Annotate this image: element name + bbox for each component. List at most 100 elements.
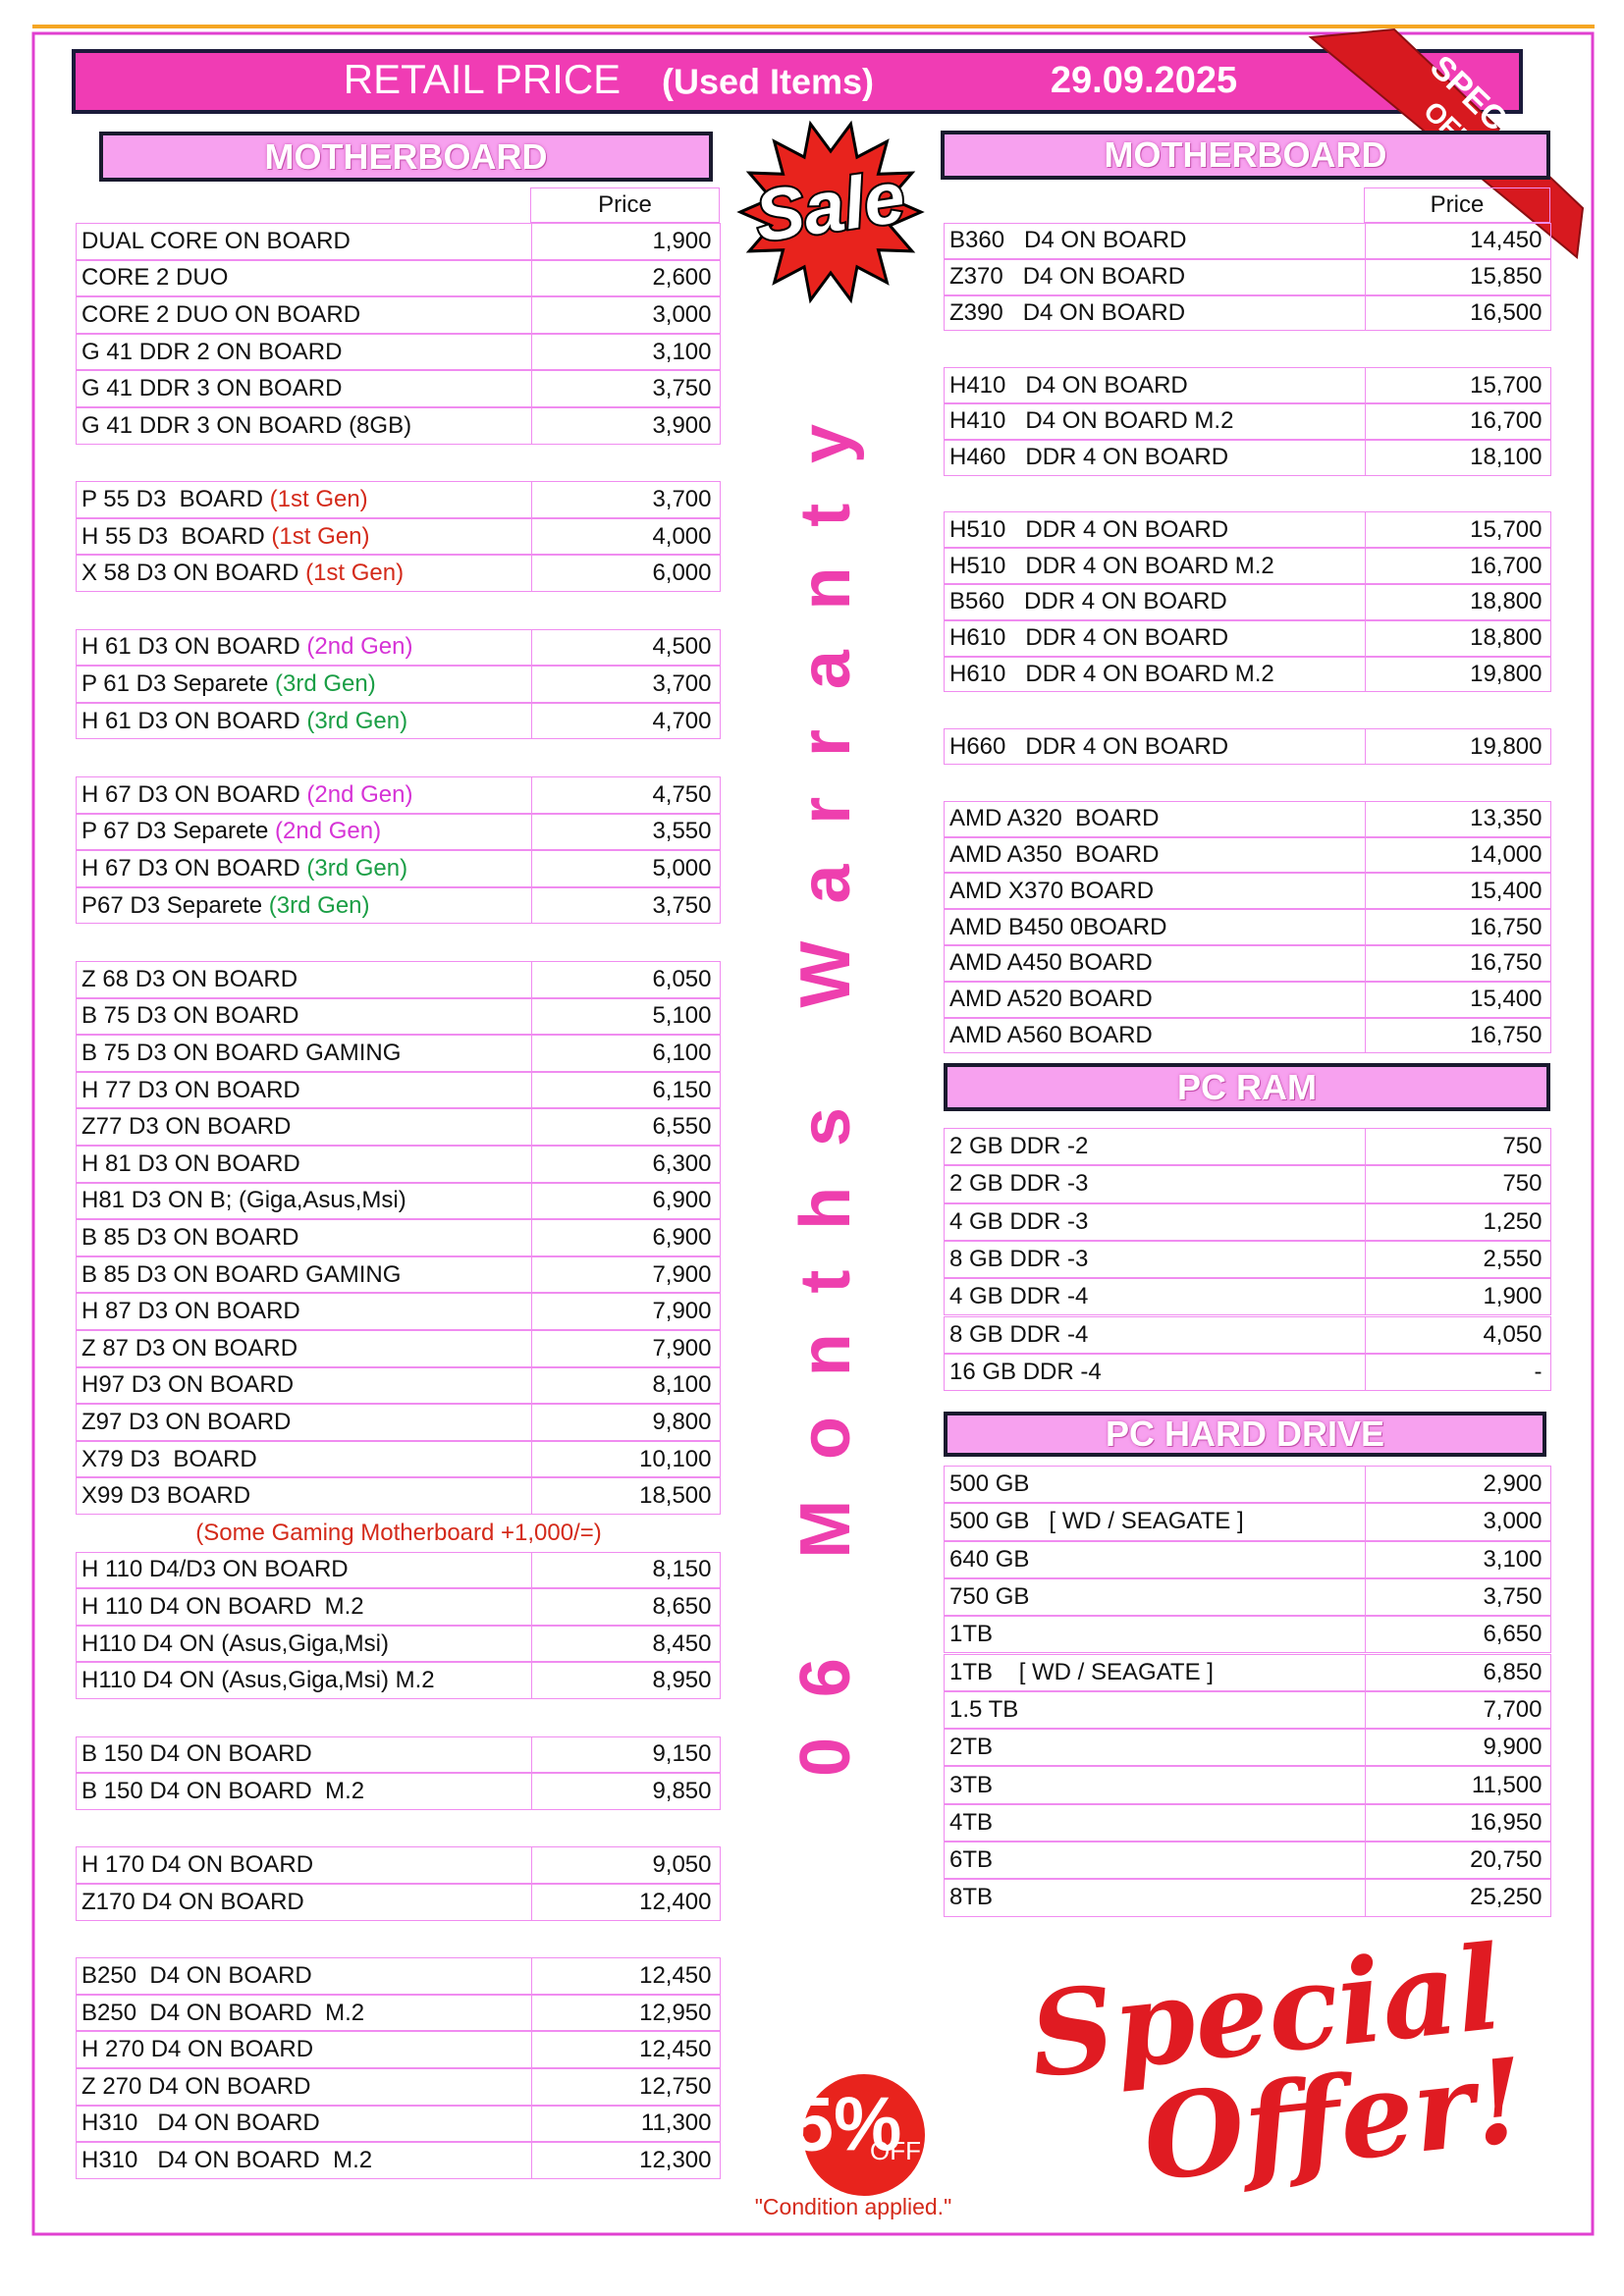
item-name: H 67 D3 ON BOARD (3rd Gen) xyxy=(76,850,532,887)
item-label: X 58 D3 ON BOARD xyxy=(81,560,306,587)
item-label: B 150 D4 ON BOARD M.2 xyxy=(81,1777,365,1804)
item-label: 6TB xyxy=(949,1846,994,1874)
price-row: H 77 D3 ON BOARD 6,150 xyxy=(76,1071,721,1109)
item-price: 10,100 xyxy=(530,1440,721,1478)
item-label: CORE 2 DUO xyxy=(81,264,229,292)
price-row: 1TB [ WD / SEAGATE ] 6,850 xyxy=(944,1653,1551,1691)
item-label: P67 D3 Separete xyxy=(81,891,269,919)
item-name: X99 D3 BOARD xyxy=(76,1477,532,1515)
item-name: DUAL CORE ON BOARD xyxy=(76,223,532,260)
item-price: 2,550 xyxy=(1364,1240,1551,1279)
item-label: Z170 D4 ON BOARD xyxy=(81,1888,304,1915)
item-label: H410 D4 ON BOARD xyxy=(949,371,1188,399)
item-price: 8,650 xyxy=(530,1588,721,1626)
item-price: 7,900 xyxy=(530,1293,721,1330)
item-label: H 110 D4 ON BOARD M.2 xyxy=(81,1592,364,1620)
price-row: 4TB 16,950 xyxy=(944,1803,1551,1842)
price-row: 8 GB DDR -3 2,550 xyxy=(944,1240,1551,1279)
item-name: 2 GB DDR -3 xyxy=(944,1165,1366,1203)
item-name: 750 GB xyxy=(944,1577,1366,1617)
item-price: 6,150 xyxy=(530,1071,721,1109)
price-row: H610 DDR 4 ON BOARD 18,800 xyxy=(944,619,1551,657)
item-label: 2 GB DDR -2 xyxy=(949,1133,1089,1160)
item-name: B250 D4 ON BOARD M.2 xyxy=(76,1994,532,2032)
item-price: 14,000 xyxy=(1364,836,1551,874)
item-name: Z390 D4 ON BOARD xyxy=(944,294,1366,332)
item-price: 18,500 xyxy=(530,1477,721,1515)
item-label: H 77 D3 ON BOARD xyxy=(81,1076,300,1103)
item-label: B 85 D3 ON BOARD GAMING xyxy=(81,1260,402,1288)
item-price: 12,750 xyxy=(530,2068,721,2106)
item-label: H 81 D3 ON BOARD xyxy=(81,1149,300,1177)
item-name: X79 D3 BOARD xyxy=(76,1440,532,1478)
item-price: 3,750 xyxy=(530,370,721,407)
price-row: P 67 D3 Separete (2nd Gen) 3,550 xyxy=(76,813,721,851)
item-label: X99 D3 BOARD xyxy=(81,1482,251,1510)
item-price: 16,500 xyxy=(1364,294,1551,332)
item-price: 3,000 xyxy=(1364,1503,1551,1541)
item-price: 6,850 xyxy=(1364,1653,1551,1691)
price-row: B360 D4 ON BOARD 14,450 xyxy=(944,223,1551,259)
price-row: AMD B450 0BOARD 16,750 xyxy=(944,909,1551,945)
item-name: AMD B450 0BOARD xyxy=(944,909,1366,945)
item-label: H610 DDR 4 ON BOARD M.2 xyxy=(949,660,1274,687)
item-name: G 41 DDR 2 ON BOARD xyxy=(76,333,532,371)
item-label: Z 270 D4 ON BOARD xyxy=(81,2072,311,2100)
item-label: B 75 D3 ON BOARD GAMING xyxy=(81,1039,402,1066)
item-name: H 87 D3 ON BOARD xyxy=(76,1293,532,1330)
item-price: 7,900 xyxy=(530,1255,721,1294)
item-name: H97 D3 ON BOARD xyxy=(76,1366,532,1405)
item-label: 4 GB DDR -4 xyxy=(949,1283,1089,1310)
item-tag: (3rd Gen) xyxy=(306,707,408,734)
item-label: H 67 D3 ON BOARD xyxy=(81,854,307,881)
item-price: 2,900 xyxy=(1364,1466,1551,1504)
price-row: H97 D3 ON BOARD 8,100 xyxy=(76,1366,721,1405)
price-row: AMD X370 BOARD 15,400 xyxy=(944,873,1551,910)
price-row: B250 D4 ON BOARD 12,450 xyxy=(76,1957,721,1995)
item-price: 18,800 xyxy=(1364,619,1551,657)
item-label: 8TB xyxy=(949,1884,994,1911)
item-name: AMD A450 BOARD xyxy=(944,945,1366,982)
item-label: 1TB [ WD / SEAGATE ] xyxy=(949,1658,1214,1685)
price-row: CORE 2 DUO 2,600 xyxy=(76,259,721,297)
price-row: 8 GB DDR -4 4,050 xyxy=(944,1315,1551,1354)
item-price: 4,000 xyxy=(530,517,721,556)
item-label: 8 GB DDR -4 xyxy=(949,1320,1089,1348)
item-price: 15,700 xyxy=(1364,367,1551,403)
price-row: 1TB 6,650 xyxy=(944,1616,1551,1654)
section-heading: MOTHERBOARD xyxy=(941,131,1550,180)
item-label: P 67 D3 Separete xyxy=(81,818,276,845)
item-label: H 61 D3 ON BOARD xyxy=(81,633,307,661)
item-price: 15,400 xyxy=(1364,873,1551,910)
item-label: 16 GB DDR -4 xyxy=(949,1358,1102,1385)
item-label: H 87 D3 ON BOARD xyxy=(81,1298,300,1325)
item-price: 8,450 xyxy=(530,1625,721,1663)
item-price: 7,900 xyxy=(530,1330,721,1367)
item-name: H310 D4 ON BOARD M.2 xyxy=(76,2142,532,2179)
item-price: 12,450 xyxy=(530,2031,721,2068)
item-price: 1,900 xyxy=(530,223,721,260)
item-name: H 110 D4 ON BOARD M.2 xyxy=(76,1588,532,1626)
item-price: 6,650 xyxy=(1364,1616,1551,1654)
item-name: 8TB xyxy=(944,1879,1366,1917)
item-label: B 150 D4 ON BOARD xyxy=(81,1740,312,1768)
item-name: Z77 D3 ON BOARD xyxy=(76,1108,532,1146)
item-name: Z 68 D3 ON BOARD xyxy=(76,961,532,998)
section-heading: PC HARD DRIVE xyxy=(944,1412,1546,1457)
section-heading: PC RAM xyxy=(944,1063,1550,1111)
item-price: 12,450 xyxy=(530,1957,721,1995)
item-label: Z390 D4 ON BOARD xyxy=(949,298,1186,326)
item-label: 1.5 TB xyxy=(949,1695,1019,1723)
item-price: 9,850 xyxy=(530,1773,721,1810)
item-name: H510 DDR 4 ON BOARD M.2 xyxy=(944,548,1366,584)
price-row: Z 87 D3 ON BOARD 7,900 xyxy=(76,1330,721,1367)
price-row: B 75 D3 ON BOARD 5,100 xyxy=(76,997,721,1036)
item-price: 14,450 xyxy=(1364,223,1551,259)
item-price: 16,750 xyxy=(1364,909,1551,945)
price-row: H510 DDR 4 ON BOARD 15,700 xyxy=(944,511,1551,549)
item-name: H 61 D3 ON BOARD (3rd Gen) xyxy=(76,702,532,740)
item-name: H 170 D4 ON BOARD xyxy=(76,1846,532,1884)
price-row: B 150 D4 ON BOARD M.2 9,850 xyxy=(76,1773,721,1810)
price-row: 750 GB 3,750 xyxy=(944,1577,1551,1617)
